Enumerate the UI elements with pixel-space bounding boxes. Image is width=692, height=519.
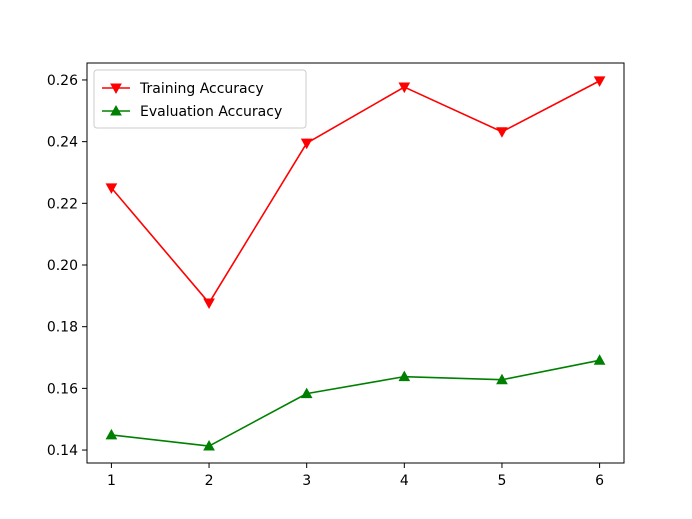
x-tick-label: 6 (595, 473, 604, 489)
data-point (398, 370, 411, 382)
y-tick-label: 0.22 (47, 196, 78, 212)
series-training-accuracy (105, 76, 606, 309)
data-point (300, 138, 313, 150)
y-tick-label: 0.26 (47, 73, 78, 89)
series-line (110, 80, 600, 304)
legend: Training Accuracy Evaluation Accuracy (93, 69, 307, 129)
data-point (496, 127, 508, 138)
y-axis: 0.14 0.16 0.18 0.20 0.22 0.24 0.26 (47, 73, 87, 459)
legend-marker (110, 104, 122, 116)
data-point (593, 354, 606, 365)
data-point (105, 183, 118, 194)
y-tick-label: 0.20 (47, 258, 78, 274)
series-layer (105, 76, 606, 451)
data-point (300, 387, 313, 399)
legend-label: Evaluation Accuracy (140, 104, 282, 120)
legend-marker (110, 83, 122, 95)
series-line (111, 359, 600, 447)
y-tick-label: 0.14 (47, 443, 78, 459)
data-point (398, 82, 411, 94)
x-tick-label: 4 (400, 473, 409, 489)
y-tick-label: 0.16 (47, 381, 78, 397)
x-tick-label: 2 (205, 473, 214, 489)
data-point (203, 298, 215, 309)
x-tick-label: 3 (302, 473, 311, 489)
legend-box (93, 69, 307, 129)
plot-frame (86, 62, 625, 464)
legend-item: Evaluation Accuracy (102, 104, 282, 120)
legend-item: Training Accuracy (102, 81, 264, 97)
x-tick-label: 1 (107, 473, 116, 489)
y-tick-label: 0.24 (47, 135, 78, 151)
x-tick-label: 5 (497, 473, 506, 489)
x-axis: 1 2 3 4 5 6 (107, 463, 604, 489)
data-point (105, 428, 118, 440)
series-evaluation-accuracy (105, 354, 606, 451)
data-point (593, 76, 606, 87)
y-tick-label: 0.18 (47, 320, 78, 336)
data-point (203, 440, 215, 451)
legend-label: Training Accuracy (139, 81, 264, 97)
data-point (496, 373, 508, 385)
